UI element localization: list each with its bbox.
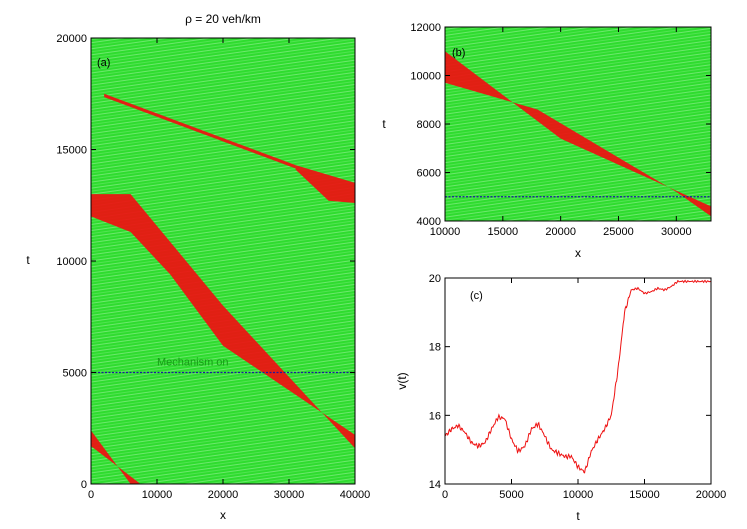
chart-a-xlabel: x <box>220 508 226 522</box>
chart-b-background <box>445 27 711 221</box>
chart-c-panel-label: (c) <box>470 290 483 302</box>
chart-a-ytick-label: 5000 <box>63 368 87 380</box>
chart-b-xtick-label: 10000 <box>430 226 461 238</box>
chart-a-ytick-label: 10000 <box>56 256 87 268</box>
chart-c-ytick-label: 20 <box>429 273 441 285</box>
panel-b: (b) 10000 15000 20000 25000 30000 4000 6000 80… <box>382 22 712 260</box>
chart-a-background <box>91 38 355 484</box>
chart-b-xtick-label: 20000 <box>545 226 576 238</box>
chart-c-series-line <box>444 279 712 474</box>
chart-a-xtick-label: 30000 <box>274 489 305 501</box>
chart-c-xtick-label: 20000 <box>696 489 727 501</box>
chart-c-ytick-label: 18 <box>429 342 441 354</box>
chart-a-title: ρ = 20 veh/km <box>185 12 261 26</box>
chart-b-ytick-label: 12000 <box>410 22 441 34</box>
chart-a-ylabel: t <box>26 253 30 267</box>
chart-a-xtick-label: 40000 <box>340 489 371 501</box>
chart-c-background <box>445 278 711 484</box>
chart-a-ytick-label: 0 <box>81 479 87 491</box>
chart-b-ylabel: t <box>382 117 386 131</box>
chart-c-ytick-label: 14 <box>429 479 441 491</box>
chart-c-xlabel: t <box>576 509 580 523</box>
chart-c-xtick-label: 15000 <box>629 489 660 501</box>
chart-b-xtick-label: 25000 <box>603 226 634 238</box>
chart-b-xtick-label: 15000 <box>488 226 519 238</box>
chart-a-ytick-label: 15000 <box>56 145 87 157</box>
chart-a-xtick-label: 10000 <box>142 489 173 501</box>
chart-a-xtick-label: 0 <box>88 489 94 501</box>
chart-b-panel-label: (b) <box>452 47 465 59</box>
chart-b-xlabel: x <box>575 246 581 260</box>
chart-a-jam-band <box>91 194 355 449</box>
chart-a-jam-band <box>104 93 296 169</box>
chart-b-ytick-label: 4000 <box>417 216 441 228</box>
chart-a-xtick-label: 20000 <box>208 489 239 501</box>
chart-a-annotation: Mechanism on <box>157 357 229 369</box>
chart-b-ytick-label: 8000 <box>417 119 441 131</box>
chart-b-ytick-label: 10000 <box>410 71 441 83</box>
chart-c-ylabel: v(t) <box>395 372 409 389</box>
chart-c-ytick-label: 16 <box>429 410 441 422</box>
chart-a-panel-label: (a) <box>97 57 110 69</box>
chart-a-jam-band <box>295 165 355 203</box>
panel-a: ρ = 20 veh/km Mechanism on (a) 0 10000 200… <box>26 12 370 522</box>
panel-c: (c) 0 5000 10000 15000 20000 14 16 18 20 t v(t) <box>395 273 726 523</box>
chart-c-xtick-label: 0 <box>442 489 448 501</box>
chart-c-xtick-label: 10000 <box>563 489 594 501</box>
chart-a-ytick-label: 20000 <box>56 33 87 45</box>
chart-c-xtick-label: 5000 <box>499 489 523 501</box>
chart-b-xtick-label: 30000 <box>661 226 692 238</box>
chart-b-ytick-label: 6000 <box>417 168 441 180</box>
